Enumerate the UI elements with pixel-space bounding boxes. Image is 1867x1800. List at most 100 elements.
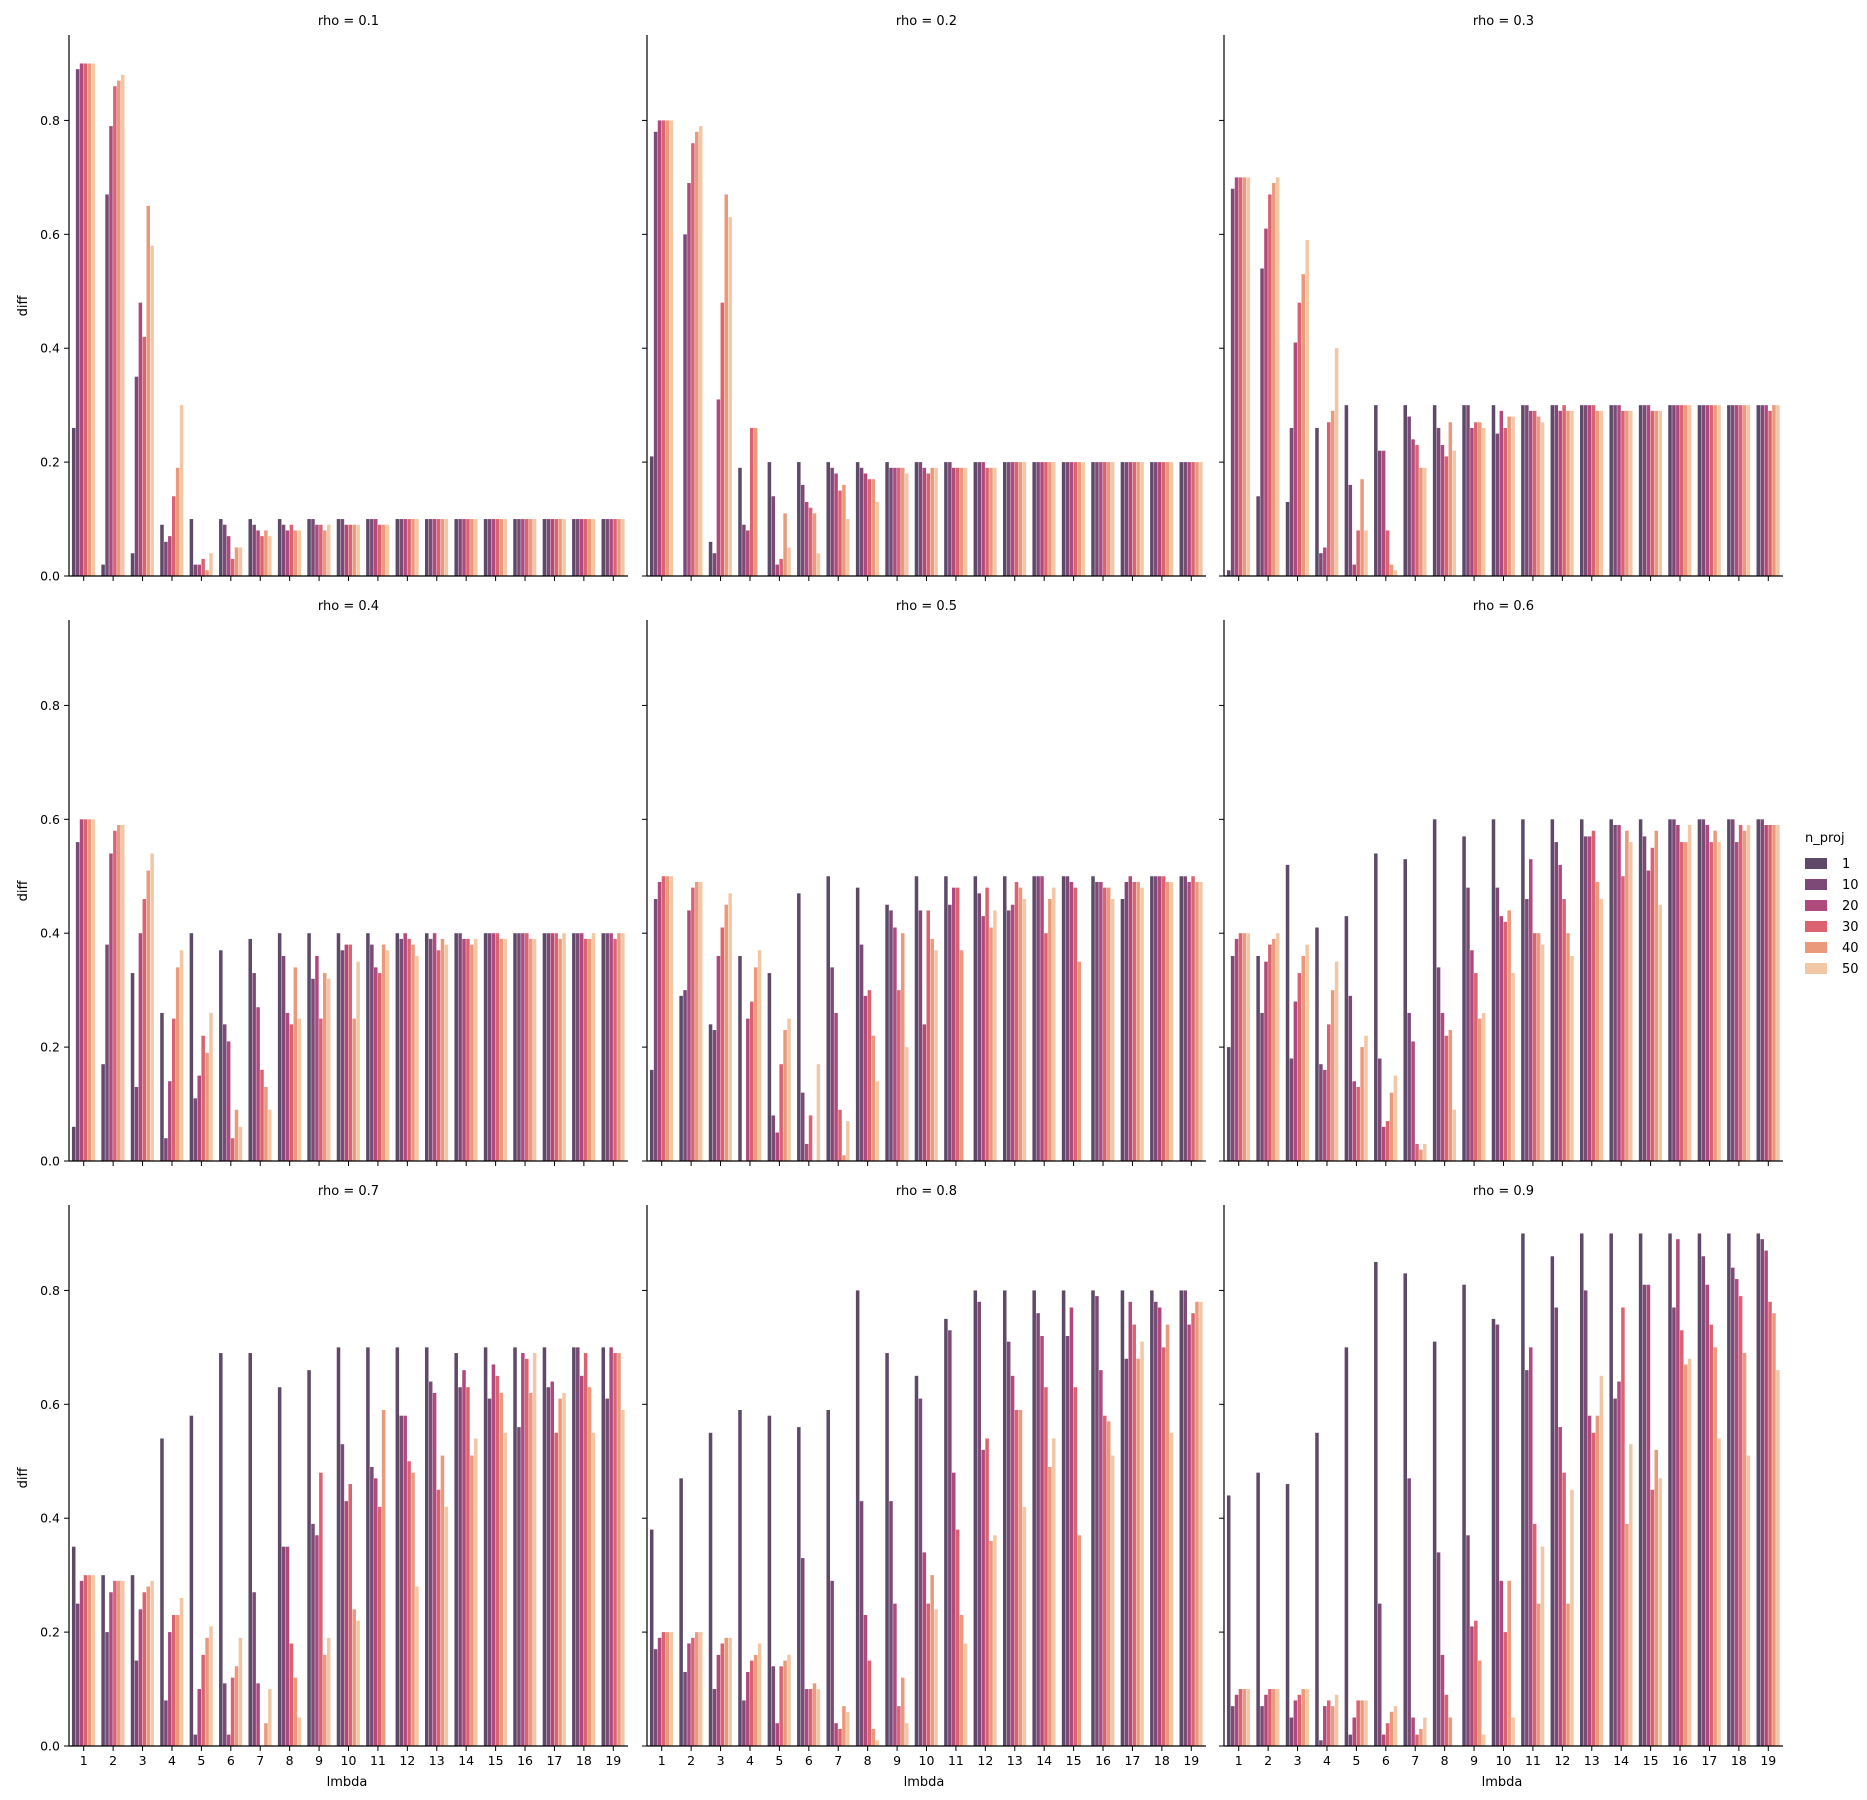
x-axis-label: lmbda <box>1482 1775 1523 1790</box>
bar <box>576 933 580 1161</box>
bar <box>513 1347 517 1746</box>
bar <box>71 1546 76 1746</box>
bar <box>800 484 805 576</box>
bar <box>720 1643 725 1746</box>
x-tick-label: 7 <box>834 1753 842 1768</box>
bar <box>1010 904 1015 1161</box>
x-tick-label: 1 <box>658 1753 666 1768</box>
bar <box>1617 825 1621 1161</box>
bar <box>683 1671 687 1746</box>
bar <box>1103 887 1107 1161</box>
bar <box>532 938 537 1161</box>
bar <box>1448 422 1453 576</box>
bar <box>1617 405 1621 576</box>
bar <box>171 1018 176 1161</box>
legend-swatch <box>1805 942 1827 953</box>
bar <box>138 302 143 576</box>
legend-label: 10 <box>1842 878 1859 893</box>
x-tick-label: 11 <box>370 1753 386 1768</box>
bar <box>1731 1267 1735 1746</box>
bar <box>1183 876 1187 1161</box>
bar <box>1444 456 1449 576</box>
bar <box>1760 1239 1764 1746</box>
bar <box>904 1047 909 1161</box>
bar <box>952 1472 956 1746</box>
bar <box>948 904 952 1161</box>
bar <box>436 1489 441 1746</box>
bar <box>1613 1398 1617 1746</box>
bar <box>440 938 445 1161</box>
bar <box>1470 1626 1474 1746</box>
bar <box>1583 405 1588 576</box>
bar <box>1381 1734 1386 1746</box>
bar <box>720 927 725 1161</box>
x-tick-label: 6 <box>227 1753 235 1768</box>
bar <box>1481 1734 1486 1746</box>
bar <box>665 876 670 1161</box>
bar <box>1717 405 1721 576</box>
bar <box>1550 819 1555 1161</box>
bar <box>277 933 282 1161</box>
bar <box>179 950 184 1161</box>
bar <box>698 881 703 1161</box>
bar <box>458 933 462 1161</box>
x-tick-label: 10 <box>919 1753 935 1768</box>
bar <box>771 1666 776 1746</box>
bar <box>775 1723 779 1746</box>
bar <box>1199 881 1203 1161</box>
bar <box>344 944 349 1161</box>
bar <box>1040 876 1044 1161</box>
bar <box>311 1523 315 1746</box>
bar <box>1462 836 1466 1161</box>
bar <box>483 933 488 1161</box>
x-tick-label: 8 <box>1441 1753 1449 1768</box>
bar <box>1179 876 1184 1161</box>
bar <box>525 933 529 1161</box>
bar <box>1095 881 1099 1161</box>
bar <box>356 524 360 576</box>
bar <box>248 938 252 1161</box>
bar <box>1550 405 1555 576</box>
bar <box>1377 450 1382 576</box>
bar <box>1495 433 1500 576</box>
bar <box>757 1643 762 1746</box>
bar <box>399 519 404 576</box>
bar <box>311 978 315 1161</box>
bar <box>834 473 838 576</box>
bar <box>863 473 868 576</box>
bar <box>83 1575 88 1746</box>
bar <box>1352 1717 1356 1746</box>
bar <box>1709 405 1713 576</box>
bar <box>234 1109 239 1161</box>
bar <box>1554 1307 1559 1746</box>
bar <box>963 1643 968 1746</box>
bar <box>1717 1438 1721 1746</box>
bar <box>1697 819 1702 1161</box>
bar <box>842 1706 846 1746</box>
bar <box>260 1069 264 1161</box>
bar <box>1525 1370 1529 1746</box>
x-tick-label: 12 <box>977 1753 993 1768</box>
bar <box>1014 1410 1019 1746</box>
bar <box>1579 1233 1584 1746</box>
bar <box>75 842 80 1161</box>
bar <box>411 944 415 1161</box>
bar <box>219 519 223 576</box>
bar <box>1521 819 1525 1161</box>
bar <box>1297 1694 1302 1746</box>
bar <box>977 1301 982 1746</box>
bar <box>1334 961 1339 1161</box>
bar <box>1503 921 1508 1161</box>
bar <box>1499 1580 1504 1746</box>
bar <box>1334 348 1339 576</box>
y-tick-label: 0.8 <box>40 1283 60 1298</box>
bar <box>454 1353 458 1746</box>
bar <box>1069 462 1074 576</box>
bar <box>816 553 821 576</box>
bar <box>150 245 154 576</box>
bar <box>75 1603 80 1746</box>
bar <box>1642 1284 1647 1746</box>
bar <box>1764 825 1768 1161</box>
x-tick-label: 9 <box>315 1753 323 1768</box>
bar <box>1120 1290 1125 1746</box>
